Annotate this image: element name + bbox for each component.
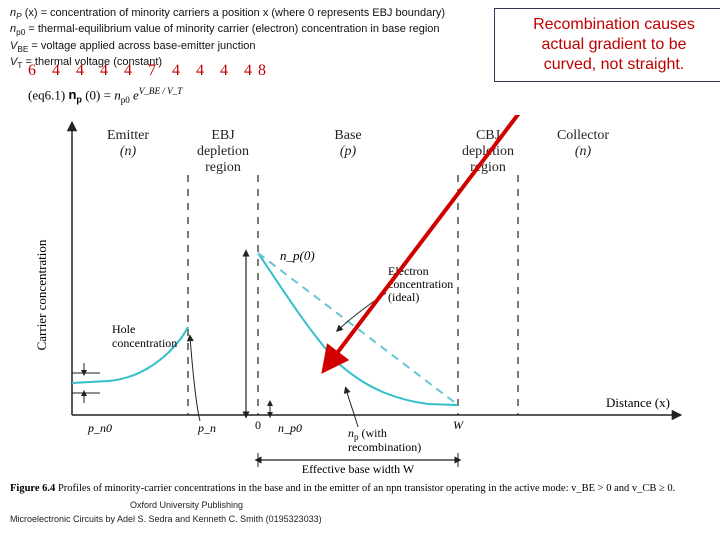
svg-text:region: region xyxy=(205,160,241,175)
hole-concentration-label: Hole concentration xyxy=(112,322,177,350)
region-boundaries xyxy=(188,175,518,415)
y-axis-label: Carrier concentration xyxy=(34,239,49,350)
svg-text:Base: Base xyxy=(334,128,361,143)
svg-text:(p): (p) xyxy=(340,144,357,159)
footer-publisher: Oxford University Publishing xyxy=(130,500,243,510)
callout-line-2: actual gradient to be xyxy=(509,35,719,55)
effective-base-label: Effective base width W xyxy=(302,462,415,475)
callout-recombination: Recombination causes actual gradient to … xyxy=(494,8,720,82)
figure-caption: Figure 6.4 Profiles of minority-carrier … xyxy=(10,483,675,494)
equation-red-row: 6 4 4 4 4 7 4 4 4 48 xyxy=(28,62,272,80)
tick-zero: 0 xyxy=(255,418,261,432)
svg-text:Collector: Collector xyxy=(557,128,609,143)
def-line-2: np0 = thermal-equilibrium value of minor… xyxy=(10,22,445,38)
svg-text:(n): (n) xyxy=(120,144,137,159)
tick-w: W xyxy=(453,418,464,432)
callout-line-1: Recombination causes xyxy=(509,15,719,35)
np0-height-label: n_p(0) xyxy=(280,248,315,263)
pn0-label: p_n0 xyxy=(87,421,112,435)
svg-text:depletion: depletion xyxy=(197,144,249,159)
carrier-profile-diagram: Carrier concentration Distance (x) Emitt… xyxy=(28,115,698,475)
x-axis-label: Distance (x) xyxy=(606,395,670,410)
red-pointer-arrow xyxy=(328,115,548,365)
svg-text:Emitter: Emitter xyxy=(107,128,149,143)
np-recomb-label: np (with recombination) xyxy=(346,389,421,454)
svg-text:np (with recombination: np (with recombination) xyxy=(348,426,421,454)
pn-arrow xyxy=(190,337,200,421)
np0-label: n_p0 xyxy=(278,421,302,435)
svg-text:(n): (n) xyxy=(575,144,592,159)
equation-6-1: (eq6.1) np (0) = np0 eV_BE / V_T xyxy=(28,86,182,105)
region-labels: Emitter (n) EBJ depletion region Base (p… xyxy=(107,128,609,175)
pn-label: p_n xyxy=(197,421,216,435)
svg-text:EBJ: EBJ xyxy=(211,128,235,143)
footer-book: Microelectronic Circuits by Adel S. Sedr… xyxy=(10,514,322,524)
callout-line-3: curved, not straight. xyxy=(509,55,719,75)
def-line-1: nP (x) = concentration of minority carri… xyxy=(10,6,445,22)
def-line-3: VBE = voltage applied across base-emitte… xyxy=(10,39,445,55)
